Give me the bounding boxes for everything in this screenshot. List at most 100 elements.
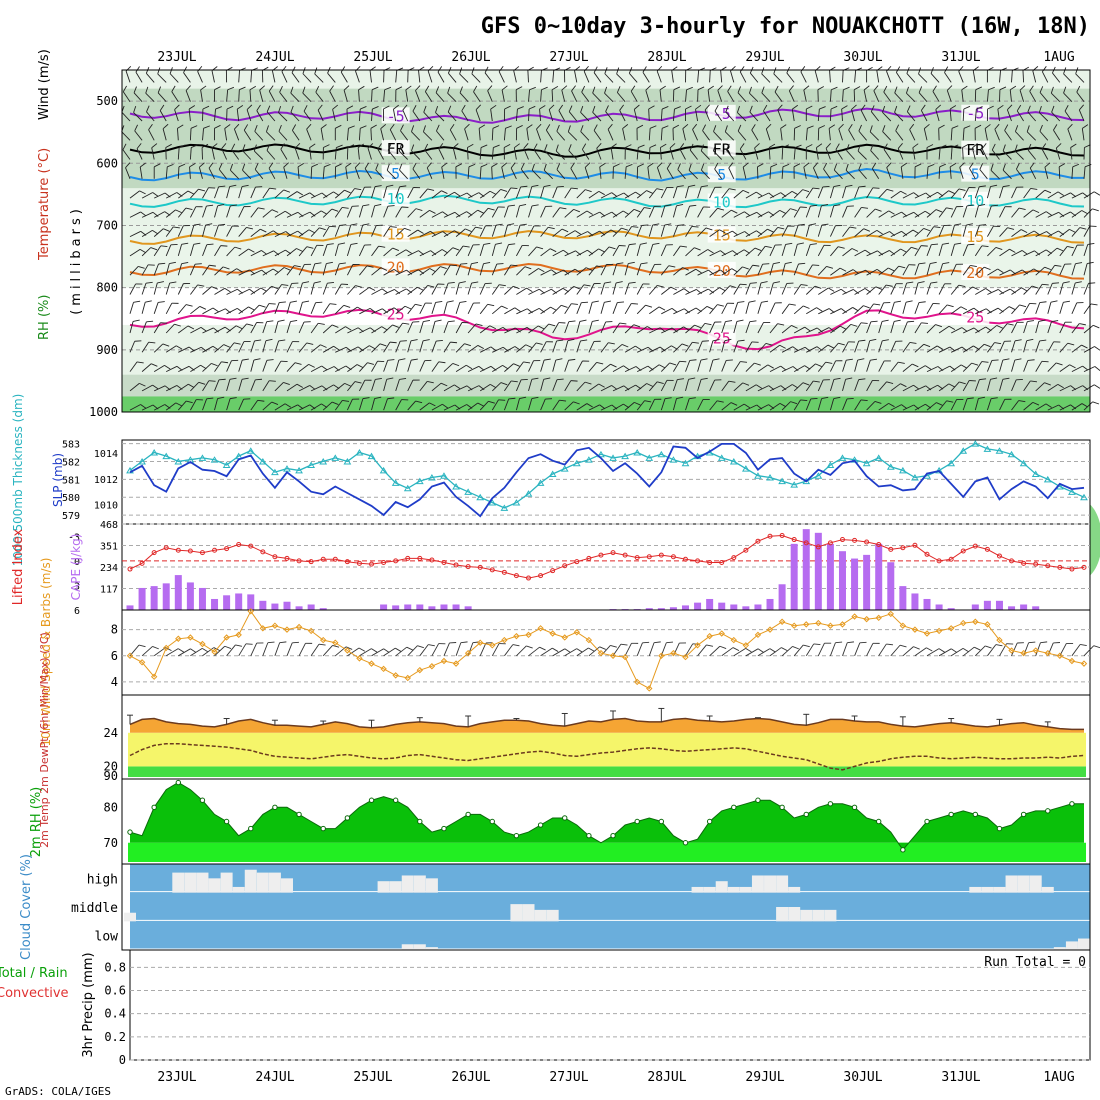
wind-barb-flag [757,163,764,168]
wind-barb-staff [600,385,612,392]
wind-barb-staff [254,131,264,141]
wind-barb-flag [944,283,952,285]
surface-barb-staff [781,646,793,657]
wind-barb-staff [974,225,980,237]
wind-barb-staff [1083,401,1093,411]
wind-barb [133,106,143,122]
wind-barb-flag [931,243,939,246]
wind-barb [290,105,300,122]
wind-barb-staff [298,342,308,353]
wind-barb-flag [173,226,180,229]
wind-barb-flag [281,65,287,72]
wind-barb-flag [694,247,701,251]
wind-barb [986,397,998,411]
wind-barb-flag [823,162,828,170]
wind-barb-flag [760,281,768,284]
wind-barb-flag [681,343,689,347]
wind-barb-flag [835,225,843,227]
wind-barb [447,105,457,122]
wind-barb [1039,86,1049,102]
wind-barb-flag [1039,86,1044,93]
wind-barb-staff [854,228,864,237]
surface-barb-flag [449,642,457,644]
wind-barb-staff [701,169,710,180]
wind-barb-flag [905,300,913,303]
wind-barb-staff [890,265,900,276]
wind-barb-staff [528,398,533,411]
wind-barb-flag [454,384,461,389]
wind-barb [479,225,493,237]
thickness-point [766,474,774,481]
contour-label-bg [961,308,990,325]
wind-barb-staff [491,263,498,276]
wind-barb-flag [188,105,196,110]
wind-barb [818,287,835,295]
wind-barb-flag [636,124,644,129]
wind-barb-staff [504,285,514,295]
wind-barb-flag [502,326,509,332]
thickness-point [271,468,279,476]
wind-barb [709,358,720,372]
wind-barb [961,85,968,102]
wind-barb-flag [498,66,504,72]
wind-barb [135,66,143,83]
wind-barb-flag [959,381,966,385]
surface-barb-staff [926,648,940,657]
wind-barb [742,162,749,179]
wind-barb-staff [129,266,139,276]
wind-barb-staff [310,403,322,411]
wind-barb [398,144,409,160]
wind-barb-staff [358,398,364,411]
wind-barb-flag [226,105,234,110]
wind-barb-staff [1029,167,1037,180]
wind-barb-flag [148,264,155,266]
cape-side-label2: CAPE (J/kg) [69,534,83,601]
wind-barb [878,402,895,411]
wind-barb-flag [145,86,149,94]
wind-barb [1071,210,1088,218]
wind-barb [570,162,578,180]
wind-barb [202,187,216,199]
wind-barb-flag [1058,163,1066,168]
wind-barb-flag [936,402,943,406]
cape-bar [1020,604,1028,610]
wind-barb-staff [274,210,286,218]
wind-barb-flag [739,66,745,73]
wind-barb-staff [552,379,558,392]
wind-barb-flag [437,283,445,285]
wind-barb [592,105,602,122]
wind-barb-flag [621,227,628,231]
wind-barb-staff [1011,207,1020,218]
wind-barb-flag [304,263,312,265]
wind-barb-flag [803,305,810,309]
wind-barb-staff [371,308,383,315]
wind-barb [975,288,992,295]
wind-barb-staff [854,399,862,411]
wind-barb [581,85,590,102]
cape-bar [235,593,243,610]
lifted-index-point [332,556,338,562]
wind-barb-flag [604,86,608,94]
wind-barb [431,339,443,353]
cape-bar [319,608,327,610]
wind-barb-staff [1011,269,1023,276]
wind-barb [709,207,725,218]
wind-barb [890,404,908,411]
surface-barb-staff [1035,642,1041,656]
wind-barb [358,106,367,122]
wind-barb [371,106,379,122]
wind-barb [1053,124,1061,141]
wind-barb-flag [381,288,388,294]
wind-barb-flag [503,143,511,148]
wind-barb [1035,339,1047,353]
wind-barb-staff [177,263,183,276]
wind-barb-flag [823,244,831,246]
wind-barb [882,125,892,141]
surface-barb-flag [1053,642,1060,644]
lifted-index-point [888,546,894,552]
wind-barb-staff [679,148,686,160]
wind-barb [455,300,467,314]
wind-barb-staff [612,245,620,257]
contour-label-bg [707,166,736,183]
wind-barb-staff [1035,321,1040,334]
